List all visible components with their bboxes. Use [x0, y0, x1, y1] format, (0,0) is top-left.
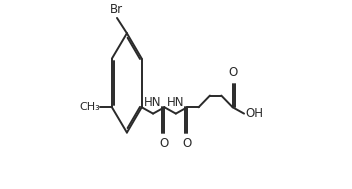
Text: OH: OH [245, 107, 264, 120]
Text: O: O [228, 66, 237, 79]
Text: HN: HN [144, 96, 162, 109]
Text: O: O [183, 137, 192, 150]
Text: O: O [160, 137, 169, 150]
Text: Br: Br [109, 3, 122, 16]
Text: CH₃: CH₃ [79, 102, 100, 112]
Text: HN: HN [167, 96, 184, 109]
